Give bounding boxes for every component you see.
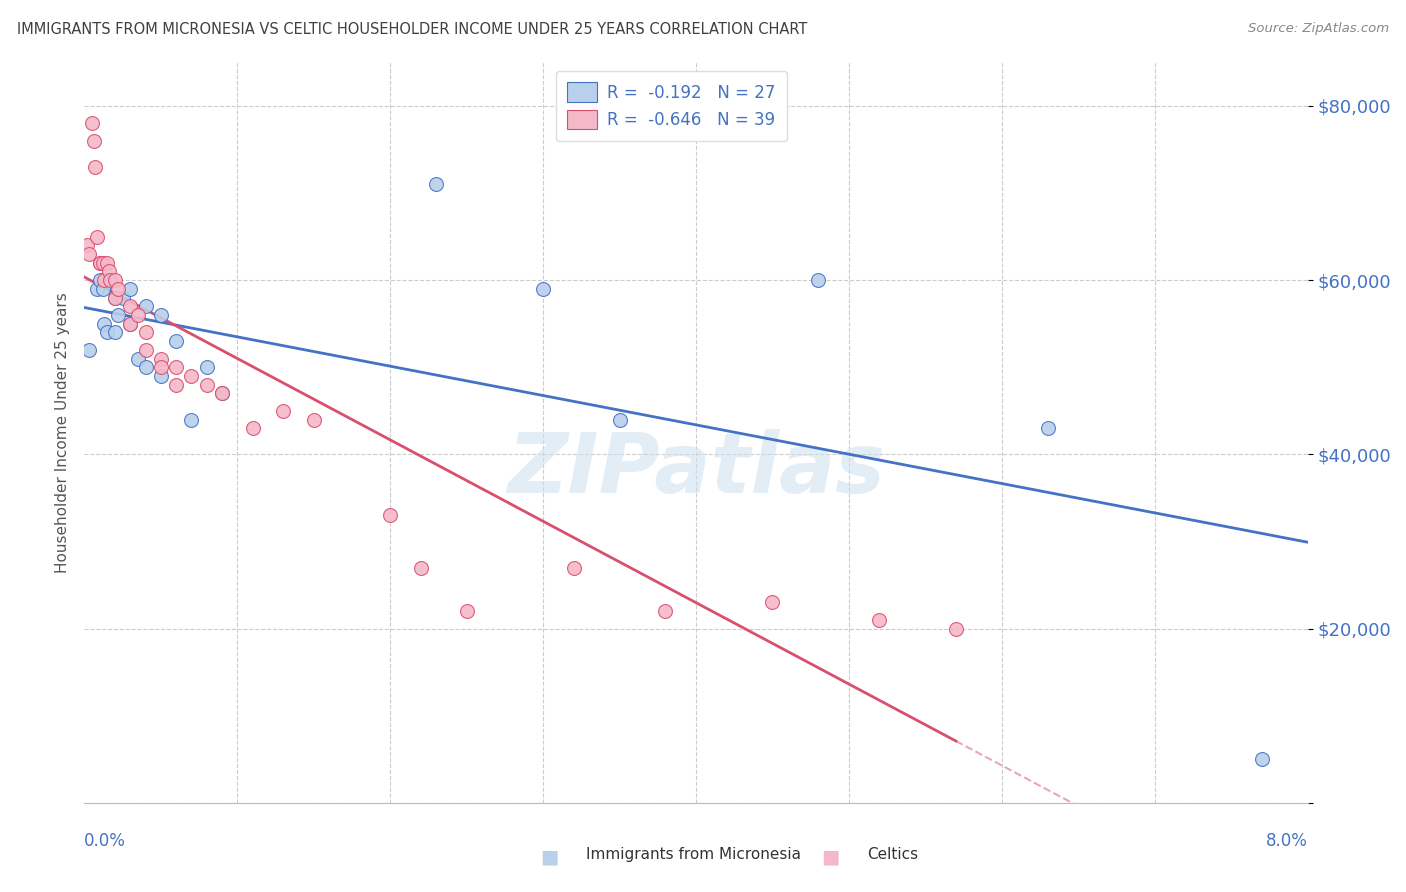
Point xyxy=(120,299,142,313)
Point xyxy=(180,412,202,426)
Point xyxy=(195,377,218,392)
Point xyxy=(80,116,103,130)
Point xyxy=(135,326,157,340)
Text: Immigrants from Micronesia: Immigrants from Micronesia xyxy=(586,847,801,863)
Point xyxy=(271,404,294,418)
Point xyxy=(91,256,114,270)
Text: Celtics: Celtics xyxy=(868,847,918,863)
Point xyxy=(1036,421,1059,435)
Point xyxy=(425,178,447,192)
Point xyxy=(86,229,108,244)
Point xyxy=(98,273,121,287)
Point xyxy=(149,369,172,384)
Point xyxy=(127,308,149,322)
Point xyxy=(165,360,187,375)
Point xyxy=(165,377,187,392)
Point xyxy=(77,343,100,357)
Point xyxy=(211,386,233,401)
Text: ZIPatlas: ZIPatlas xyxy=(508,429,884,510)
Text: ■: ■ xyxy=(540,847,558,866)
Point xyxy=(195,360,218,375)
Point xyxy=(84,160,107,174)
Point xyxy=(104,273,127,287)
Point xyxy=(149,351,172,366)
Text: Source: ZipAtlas.com: Source: ZipAtlas.com xyxy=(1249,22,1389,36)
Point xyxy=(180,369,202,384)
Point xyxy=(93,273,115,287)
Point xyxy=(86,282,108,296)
Point xyxy=(93,317,115,331)
Point xyxy=(302,412,325,426)
Point xyxy=(945,622,967,636)
Point xyxy=(104,291,127,305)
Text: 0.0%: 0.0% xyxy=(84,832,127,850)
Point xyxy=(127,351,149,366)
Point xyxy=(149,360,172,375)
Point xyxy=(654,604,676,618)
Point xyxy=(104,291,127,305)
Point xyxy=(89,256,111,270)
Text: 8.0%: 8.0% xyxy=(1265,832,1308,850)
Y-axis label: Householder Income Under 25 years: Householder Income Under 25 years xyxy=(55,293,70,573)
Point xyxy=(104,326,127,340)
Text: IMMIGRANTS FROM MICRONESIA VS CELTIC HOUSEHOLDER INCOME UNDER 25 YEARS CORRELATI: IMMIGRANTS FROM MICRONESIA VS CELTIC HOU… xyxy=(17,22,807,37)
Point xyxy=(91,282,114,296)
Point xyxy=(135,343,157,357)
Point xyxy=(96,326,118,340)
Point xyxy=(869,613,891,627)
Point xyxy=(107,308,129,322)
Point xyxy=(456,604,478,618)
Point xyxy=(1250,752,1272,766)
Point xyxy=(120,317,142,331)
Text: ■: ■ xyxy=(821,847,839,866)
Point xyxy=(165,334,187,348)
Point xyxy=(89,256,111,270)
Point xyxy=(807,273,830,287)
Point xyxy=(761,595,783,609)
Point xyxy=(120,282,142,296)
Point xyxy=(135,299,157,313)
Point xyxy=(242,421,264,435)
Point xyxy=(120,317,142,331)
Point xyxy=(83,134,105,148)
Point xyxy=(149,308,172,322)
Point xyxy=(111,291,134,305)
Point xyxy=(409,560,432,574)
Point xyxy=(89,273,111,287)
Point xyxy=(76,238,98,252)
Point xyxy=(609,412,631,426)
Point xyxy=(77,247,100,261)
Point xyxy=(107,282,129,296)
Point xyxy=(531,282,554,296)
Point xyxy=(380,508,402,523)
Point xyxy=(211,386,233,401)
Point xyxy=(562,560,585,574)
Point xyxy=(96,256,118,270)
Point xyxy=(135,360,157,375)
Point xyxy=(97,264,120,278)
Legend: R =  -0.192   N = 27, R =  -0.646   N = 39: R = -0.192 N = 27, R = -0.646 N = 39 xyxy=(555,70,787,141)
